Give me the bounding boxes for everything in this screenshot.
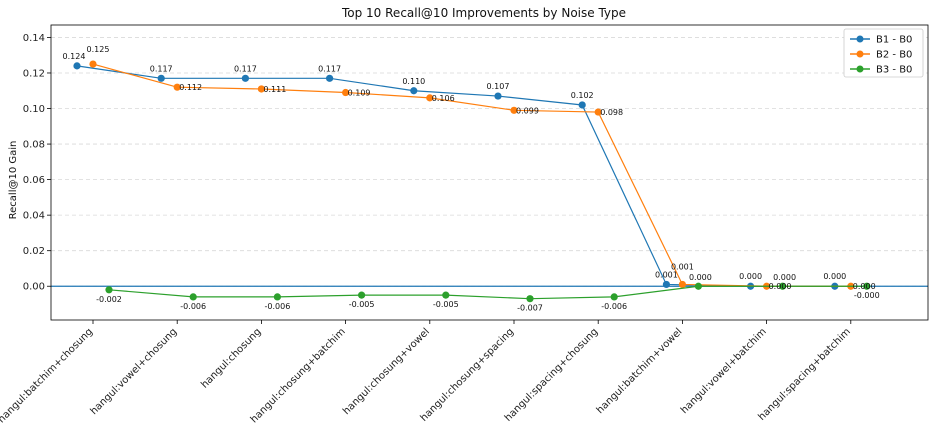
data-point	[863, 282, 871, 290]
y-tick-label: 0.10	[23, 104, 45, 115]
y-axis-label: Recall@10 Gain	[8, 141, 19, 220]
data-point	[578, 101, 586, 109]
data-label: 0.000	[739, 272, 762, 281]
data-point	[426, 94, 434, 102]
data-label: 0.000	[823, 272, 846, 281]
data-label: -0.007	[517, 304, 543, 313]
data-label: 0.112	[179, 83, 202, 92]
legend-box	[843, 28, 924, 78]
legend-marker	[856, 65, 864, 73]
data-label: -0.000	[854, 291, 880, 300]
data-point	[173, 83, 181, 91]
y-tick-label: 0.12	[23, 68, 45, 79]
data-label: 0.106	[432, 94, 455, 103]
data-label: 0.001	[655, 270, 678, 279]
data-point	[610, 293, 618, 301]
data-point	[157, 74, 165, 82]
data-label: -0.006	[265, 302, 291, 311]
data-label: 0.098	[600, 108, 623, 117]
data-point	[494, 92, 502, 100]
data-label: 0.124	[63, 52, 86, 61]
data-point	[89, 60, 97, 68]
data-point	[189, 293, 197, 301]
data-point	[594, 108, 602, 116]
legend-marker	[856, 50, 864, 58]
data-label: -0.005	[433, 300, 459, 309]
chart-title: Top 10 Recall@10 Improvements by Noise T…	[341, 6, 626, 20]
legend: B1 - B0 B2 - B0 B3 - B0	[843, 28, 924, 78]
data-point	[442, 291, 450, 299]
data-point	[342, 88, 350, 97]
y-tick-label: 0.14	[23, 33, 45, 44]
series-line-2	[92, 63, 851, 287]
y-tick-label: 0.08	[23, 140, 45, 151]
data-point	[326, 74, 334, 82]
data-labels: 0.124 0.117 0.117 0.117 0.110 0.107 0.102 0.001…	[63, 45, 880, 313]
data-point	[241, 74, 249, 82]
series-group	[73, 60, 871, 303]
data-point	[694, 282, 703, 290]
data-label: 0.110	[402, 77, 425, 86]
data-label: 0.000	[689, 273, 712, 282]
data-point	[779, 282, 787, 290]
legend-entry: B2 - B0	[876, 50, 912, 61]
data-point	[257, 85, 265, 93]
legend-marker	[856, 35, 864, 43]
series-line-3	[108, 285, 867, 300]
data-label: 0.099	[516, 106, 539, 115]
y-tick-label: 0.04	[23, 211, 45, 222]
data-label: 0.000	[773, 273, 796, 282]
data-label: 0.000	[853, 282, 876, 291]
data-label: -0.002	[96, 295, 122, 304]
y-tick-label: 0.00	[23, 282, 45, 293]
data-label: 0.001	[671, 262, 694, 271]
data-point	[273, 293, 281, 301]
data-point	[510, 106, 518, 114]
data-label: 0.117	[318, 64, 341, 73]
data-label: 0.000	[769, 282, 792, 291]
data-point	[410, 87, 418, 95]
data-point	[105, 286, 113, 294]
data-point	[678, 280, 687, 289]
data-label: -0.006	[601, 302, 627, 311]
plot-frame	[50, 24, 929, 321]
data-label: 0.117	[150, 64, 173, 73]
legend-entry: B1 - B0	[876, 35, 912, 46]
data-point	[662, 280, 671, 289]
y-tick-label: 0.06	[23, 175, 45, 186]
data-point	[526, 295, 534, 303]
y-tick-label: 0.02	[23, 246, 45, 257]
data-point	[358, 291, 366, 299]
data-label: -0.005	[349, 300, 375, 309]
data-label: 0.109	[348, 89, 371, 98]
data-label: 0.107	[487, 82, 510, 91]
data-label: 0.125	[87, 45, 110, 54]
legend-entry: B3 - B0	[876, 65, 912, 76]
data-label: -0.006	[180, 302, 206, 311]
data-label: 0.117	[234, 64, 257, 73]
data-label: 0.102	[571, 91, 594, 100]
data-label: 0.111	[263, 85, 286, 94]
data-point	[73, 62, 81, 70]
